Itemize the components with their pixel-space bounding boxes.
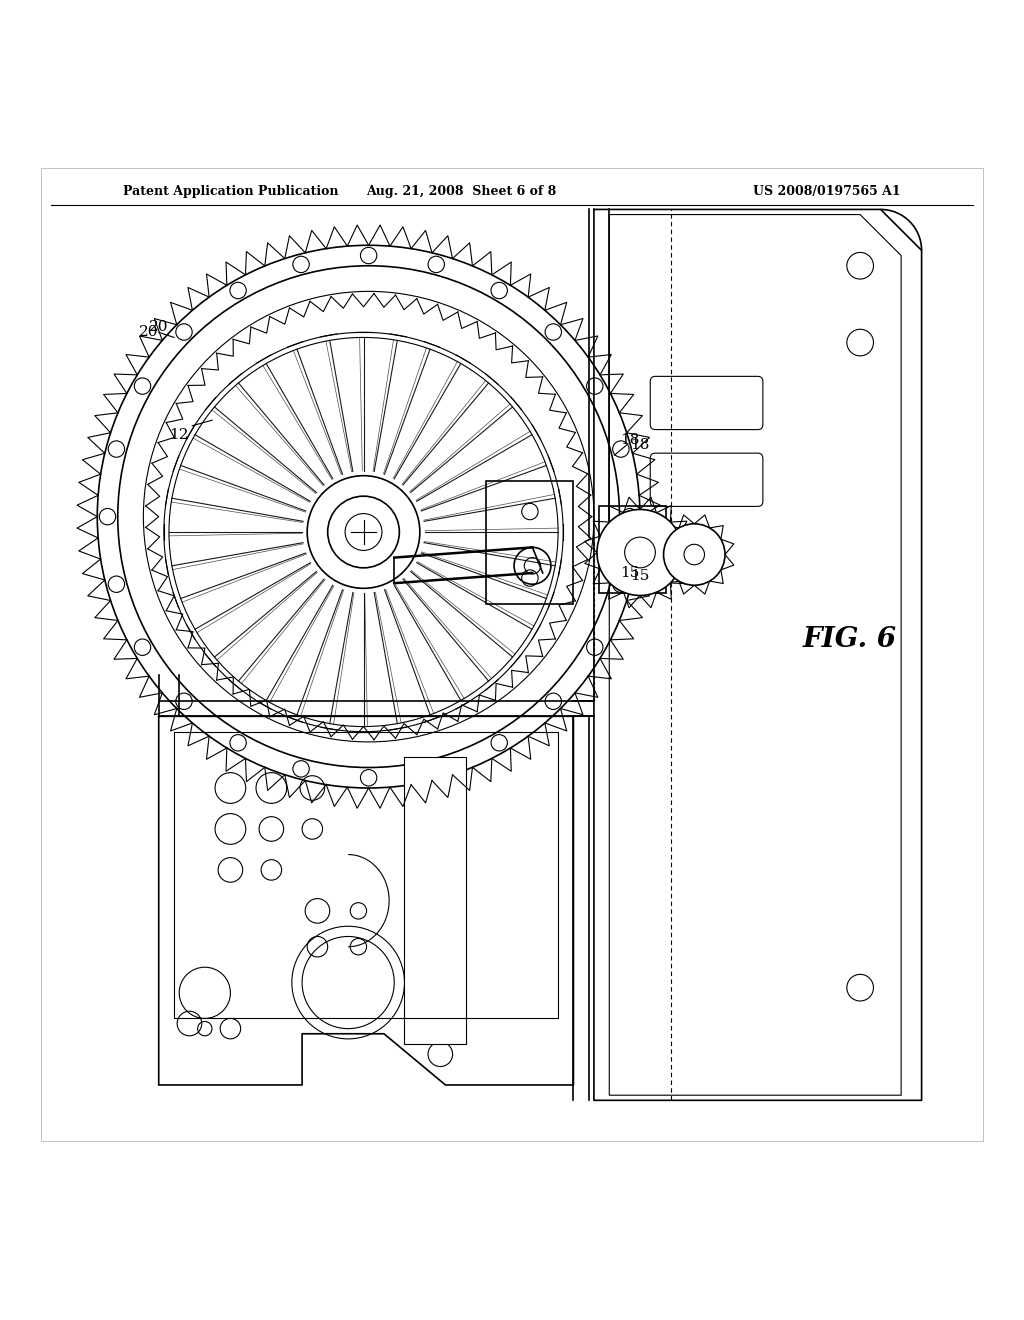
Text: 20: 20 xyxy=(139,325,159,339)
Text: 18: 18 xyxy=(630,438,649,451)
Text: FIG. 6: FIG. 6 xyxy=(803,626,897,653)
Text: Aug. 21, 2008  Sheet 6 of 8: Aug. 21, 2008 Sheet 6 of 8 xyxy=(366,185,556,198)
Bar xyxy=(599,507,666,594)
Text: Patent Application Publication: Patent Application Publication xyxy=(123,185,338,198)
Text: 18: 18 xyxy=(621,433,639,447)
Text: US 2008/0197565 A1: US 2008/0197565 A1 xyxy=(754,185,901,198)
Text: 15: 15 xyxy=(621,566,639,579)
Circle shape xyxy=(597,510,683,595)
Circle shape xyxy=(664,524,725,585)
Text: 15: 15 xyxy=(630,569,649,583)
Text: 20: 20 xyxy=(148,321,169,334)
Bar xyxy=(404,758,466,1044)
Text: 12: 12 xyxy=(169,428,189,442)
Bar xyxy=(486,480,573,603)
